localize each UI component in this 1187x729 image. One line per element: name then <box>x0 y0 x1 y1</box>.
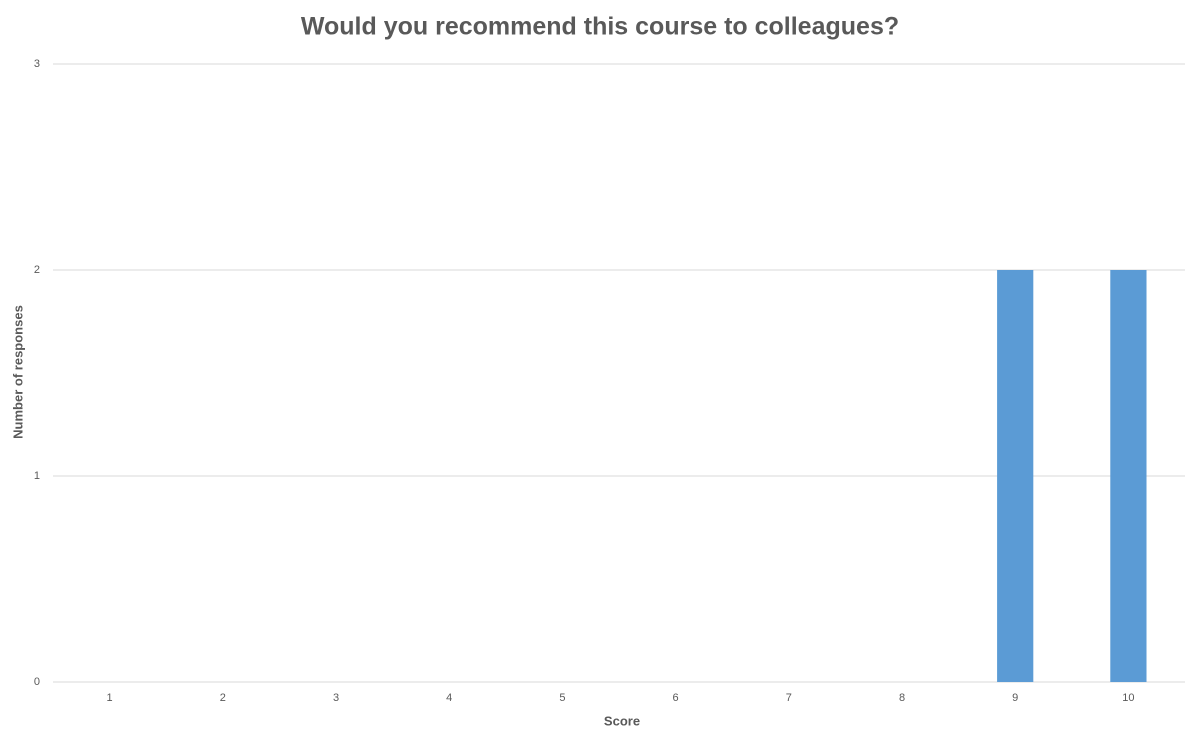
x-tick-label: 10 <box>1122 692 1134 704</box>
x-tick-label: 5 <box>559 692 565 704</box>
x-tick-label: 7 <box>786 692 792 704</box>
x-axis-label: Score <box>604 713 640 728</box>
y-tick-label: 0 <box>34 676 40 688</box>
y-tick-label: 3 <box>34 58 40 70</box>
y-tick-label: 2 <box>34 264 40 276</box>
chart-title: Would you recommend this course to colle… <box>301 13 899 41</box>
x-tick-label: 6 <box>673 692 679 704</box>
y-tick-label: 1 <box>34 470 40 482</box>
x-tick-label: 9 <box>1012 692 1018 704</box>
x-tick-label: 8 <box>899 692 905 704</box>
y-axis-label: Number of responses <box>10 305 25 439</box>
x-tick-label: 2 <box>220 692 226 704</box>
bar <box>1110 270 1147 682</box>
x-tick-label: 4 <box>446 692 452 704</box>
x-tick-label: 3 <box>333 692 339 704</box>
bar <box>997 270 1034 682</box>
x-tick-label: 1 <box>107 692 113 704</box>
